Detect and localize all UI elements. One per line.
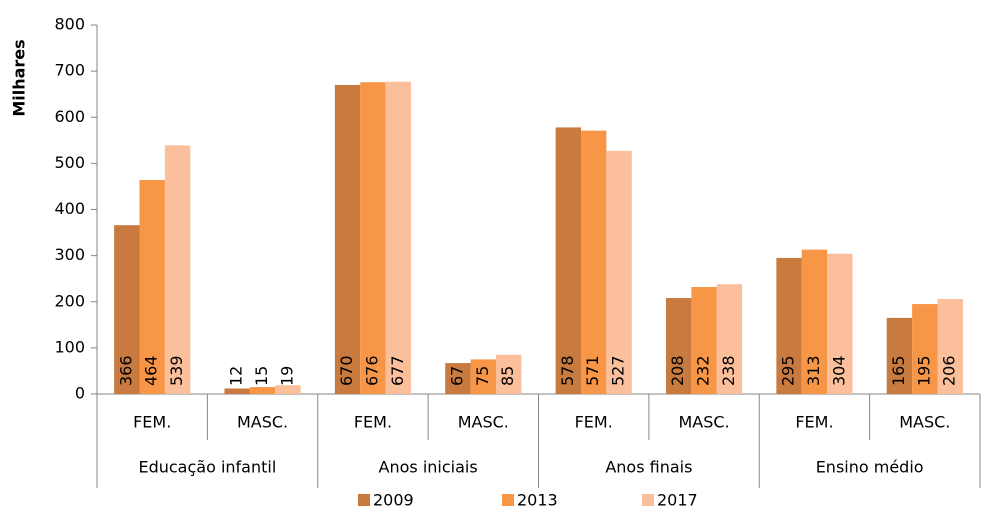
bar (496, 354, 522, 394)
legend-label: 2009 (373, 491, 414, 510)
x-tick-label: FEM. (354, 413, 392, 432)
x-tick-label: MASC. (458, 413, 509, 432)
legend-swatch (502, 494, 514, 506)
value-label: 165 (889, 355, 908, 386)
y-tick-label: 100 (54, 337, 85, 356)
bar (801, 249, 828, 394)
bar (334, 84, 361, 395)
bar (224, 388, 250, 394)
x-tick-label: FEM. (133, 413, 171, 432)
value-label: 85 (498, 366, 517, 386)
value-label: 571 (583, 355, 602, 386)
bar (937, 298, 963, 394)
y-tick-label: 500 (54, 153, 85, 172)
value-label: 578 (558, 355, 577, 386)
value-label: 366 (116, 355, 135, 386)
bar (470, 359, 497, 394)
y-axis-label: Milhares (10, 39, 29, 116)
bar (606, 150, 632, 394)
y-tick-label: 0 (75, 384, 85, 403)
group-label: Ensino médio (816, 458, 924, 477)
y-tick-label: 700 (54, 61, 85, 80)
bar (139, 179, 165, 394)
group-label: Anos iniciais (379, 458, 478, 477)
x-tick-label: MASC. (899, 413, 950, 432)
value-label: 206 (940, 355, 959, 386)
value-label: 676 (362, 355, 381, 386)
value-label: 677 (388, 355, 407, 386)
bar (716, 284, 743, 394)
value-label: 15 (252, 366, 271, 386)
legend-label: 2017 (657, 491, 698, 510)
legend-swatch (642, 494, 654, 506)
group-label: Anos finais (605, 458, 692, 477)
value-label: 195 (914, 355, 933, 386)
bar (665, 298, 692, 394)
y-tick-label: 600 (54, 107, 85, 126)
bar (580, 130, 607, 394)
bar (827, 253, 853, 394)
y-tick-label: 300 (54, 245, 85, 264)
bar (776, 257, 802, 394)
x-tick-label: MASC. (678, 413, 729, 432)
legend-swatch (358, 494, 370, 506)
bar (555, 127, 581, 395)
value-label: 12 (227, 366, 246, 386)
bar (164, 145, 191, 394)
value-label: 464 (142, 355, 161, 386)
value-label: 313 (804, 355, 823, 386)
y-tick-label: 400 (54, 199, 85, 218)
bar (360, 82, 386, 394)
value-label: 670 (337, 355, 356, 386)
bar (249, 387, 276, 394)
value-label: 232 (694, 355, 713, 386)
value-label: 295 (779, 355, 798, 386)
x-tick-label: FEM. (795, 413, 833, 432)
bar (385, 81, 412, 394)
value-label: 539 (167, 355, 186, 386)
legend-label: 2013 (517, 491, 558, 510)
x-tick-label: MASC. (237, 413, 288, 432)
y-tick-label: 800 (54, 15, 85, 34)
group-label: Educação infantil (138, 458, 276, 477)
bar (912, 304, 938, 394)
value-label: 19 (277, 366, 296, 386)
bar (275, 385, 301, 394)
x-tick-label: FEM. (575, 413, 613, 432)
value-label: 208 (668, 355, 687, 386)
bar (114, 225, 140, 394)
y-tick-label: 200 (54, 291, 85, 310)
bar (691, 286, 717, 394)
value-label: 527 (609, 355, 628, 386)
value-label: 238 (719, 355, 738, 386)
value-label: 75 (473, 366, 492, 386)
bar (445, 363, 471, 394)
value-label: 67 (447, 366, 466, 386)
bar (886, 317, 913, 394)
value-label: 304 (829, 355, 848, 386)
